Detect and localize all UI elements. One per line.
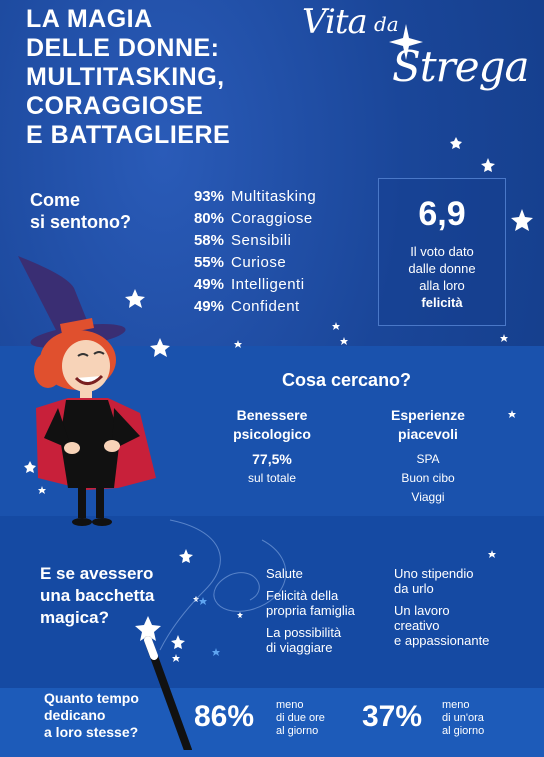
seek-question: Cosa cercano? xyxy=(282,370,412,390)
star-icon xyxy=(500,334,508,342)
time-question-line: a loro stesse? xyxy=(44,724,139,740)
stat-label: Intelligenti xyxy=(231,276,305,293)
wish-line: propria famiglia xyxy=(266,603,355,618)
star-icon xyxy=(481,158,495,172)
star-icon xyxy=(340,337,348,345)
wand-question-line: magica? xyxy=(40,608,109,627)
time-stat-line: al giorno xyxy=(276,725,319,737)
wish-line: da urlo xyxy=(394,581,434,596)
logo-da: da xyxy=(374,12,399,36)
time-question: Quanto tempo dedicano a loro stesse? xyxy=(44,690,139,741)
column-title: Esperienze xyxy=(391,407,465,423)
time-stat-line: di un'ora xyxy=(442,712,484,724)
list-item: 55% Curiose xyxy=(176,252,316,274)
wand-question-line: E se avessero xyxy=(40,564,154,583)
column-title: Benessere xyxy=(236,407,308,423)
column-title: piacevoli xyxy=(398,426,458,442)
feelings-list: 93% Multitasking 80% Coraggiose 58% Sensibi… xyxy=(176,186,316,318)
time-stat-percent: 37% xyxy=(362,700,423,733)
list-item: 49% Confident xyxy=(176,296,316,318)
wand-question-line: una bacchetta xyxy=(40,586,155,605)
list-item: La possibilità di viaggiare xyxy=(266,625,355,655)
title-line: CORAGGIOSE xyxy=(26,92,204,120)
wand-question: E se avessero una bacchetta magica? xyxy=(40,563,154,629)
sparkle-icon xyxy=(389,24,423,60)
wellbeing-value: 77,5% xyxy=(252,451,292,467)
time-stat-line: meno xyxy=(276,699,304,711)
star-icon xyxy=(332,322,340,330)
witch-illustration xyxy=(18,256,156,526)
time-question-line: dedicano xyxy=(44,707,106,723)
seek-column-experiences: Esperienze piacevoli SPA Buon cibo Viagg… xyxy=(368,406,488,507)
happiness-vote-box: 6,9 Il voto dato dalle donne alla loro f… xyxy=(378,178,506,326)
page-title: LA MAGIA DELLE DONNE: MULTITASKING, CORA… xyxy=(26,5,230,150)
stat-label: Confident xyxy=(231,298,300,315)
stat-label: Coraggiose xyxy=(231,210,313,227)
stat-percent: 55% xyxy=(193,254,224,271)
stat-percent: 58% xyxy=(193,232,224,249)
list-item: Felicità della propria famiglia xyxy=(266,588,355,618)
stat-percent: 49% xyxy=(193,276,224,293)
list-item: Buon cibo xyxy=(401,471,455,485)
wish-line: Felicità della xyxy=(266,588,339,603)
column-title: psicologico xyxy=(233,426,311,442)
wishes-left: Salute Felicità della propria famiglia L… xyxy=(266,566,355,662)
logo-vita: Vita xyxy=(302,2,368,42)
wish-line: La possibilità xyxy=(266,625,342,640)
vote-line: Il voto dato xyxy=(410,244,474,259)
feelings-question-line: Come xyxy=(30,190,81,210)
stat-percent: 49% xyxy=(193,298,224,315)
star-icon xyxy=(450,137,462,149)
time-band xyxy=(0,688,544,757)
list-item: Uno stipendio da urlo xyxy=(394,566,489,596)
star-icon xyxy=(511,209,533,231)
wish-line: creativo xyxy=(394,618,440,633)
time-stat-line: meno xyxy=(442,699,470,711)
vote-line: felicità xyxy=(421,295,463,310)
time-stat-description: meno di due ore al giorno xyxy=(276,699,325,738)
time-stat-line: di due ore xyxy=(276,712,325,724)
list-item: 80% Coraggiose xyxy=(176,208,316,230)
list-item: 58% Sensibili xyxy=(176,230,316,252)
list-item: Salute xyxy=(266,566,355,581)
time-stat-percent: 86% xyxy=(194,700,255,733)
title-line: LA MAGIA xyxy=(26,5,153,33)
time-stat-line: al giorno xyxy=(442,725,485,737)
list-item: SPA xyxy=(416,452,440,466)
time-stat-description: meno di un'ora al giorno xyxy=(442,699,484,738)
logo-strega: Strega xyxy=(392,42,530,91)
stat-label: Multitasking xyxy=(231,188,317,205)
stat-label: Curiose xyxy=(231,254,287,271)
wellbeing-note: sul totale xyxy=(247,471,297,485)
list-item: Un lavoro creativo e appassionante xyxy=(394,603,489,648)
list-item: 93% Multitasking xyxy=(176,186,316,208)
vote-description: Il voto dato dalle donne alla loro felic… xyxy=(379,243,505,311)
title-line: E BATTAGLIERE xyxy=(26,121,231,149)
title-line: DELLE DONNE: xyxy=(26,34,220,62)
seek-column-wellbeing: Benessere psicologico 77,5% sul totale xyxy=(212,406,332,488)
vote-line: dalle donne xyxy=(408,261,476,276)
list-item: 49% Intelligenti xyxy=(176,274,316,296)
vote-value: 6,9 xyxy=(418,195,466,233)
time-question-line: Quanto tempo xyxy=(44,690,139,706)
vita-da-strega-logo: Vita da Strega xyxy=(296,2,536,110)
wish-line: di viaggiare xyxy=(266,640,333,655)
feelings-question: Come si sentono? xyxy=(30,189,131,233)
stat-label: Sensibili xyxy=(231,232,292,249)
wish-line: Salute xyxy=(266,566,303,581)
wish-line: Un lavoro xyxy=(394,603,450,618)
magic-wand-icon xyxy=(144,636,192,750)
wish-line: e appassionante xyxy=(394,633,490,648)
stat-percent: 80% xyxy=(193,210,224,227)
feelings-question-line: si sentono? xyxy=(30,212,132,232)
list-item: Viaggi xyxy=(411,490,445,504)
wishes-right: Uno stipendio da urlo Un lavoro creativo… xyxy=(394,566,489,655)
title-line: MULTITASKING, xyxy=(26,63,225,91)
vote-line: alla loro xyxy=(419,278,465,293)
wish-line: Uno stipendio xyxy=(394,566,474,581)
stat-percent: 93% xyxy=(193,188,224,205)
